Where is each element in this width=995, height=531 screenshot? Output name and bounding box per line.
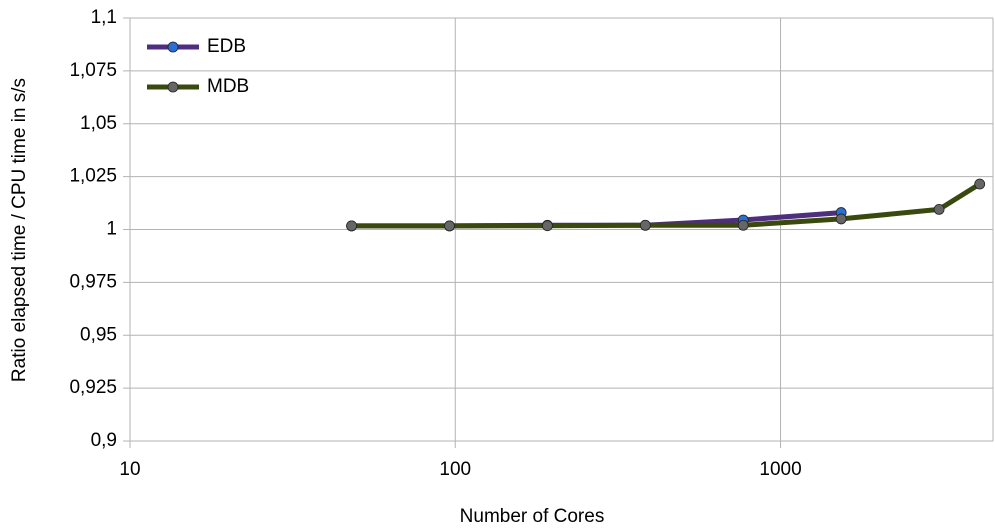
x-tick-label: 1000 [759,459,801,480]
y-tick-label: 1 [106,219,117,240]
marker [444,220,455,232]
legend-label: EDB [207,36,246,57]
marker [974,178,986,190]
y-tick-label: 0,95 [80,324,117,345]
x-axis-label: Number of Cores [460,506,605,527]
legend-marker [167,81,179,93]
marker [835,213,847,225]
y-tick-label: 1,075 [69,60,117,81]
marker [346,220,357,232]
y-tick-label: 0,925 [69,377,117,398]
marker [737,219,749,231]
series-line [351,181,982,229]
y-tick-label: 0,975 [69,271,117,292]
y-axis-label: Ratio elapsed time / CPU time in s/s [9,78,30,382]
marker [933,204,945,215]
legend-marker [167,41,179,53]
y-tick-label: 0,9 [91,430,117,451]
x-tick-label: 100 [439,459,471,480]
x-tick-label: 10 [119,459,140,480]
y-tick-label: 1,05 [80,113,117,134]
y-tick-label: 1,1 [91,7,117,28]
y-tick-label: 1,025 [69,166,117,187]
marker [542,220,553,232]
legend-label: MDB [207,76,249,97]
marker [639,219,651,231]
